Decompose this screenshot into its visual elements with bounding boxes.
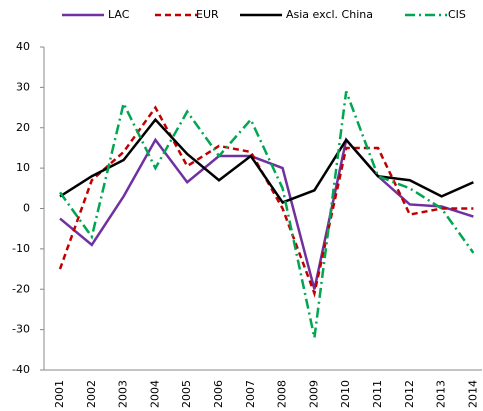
series-line (59, 137, 474, 290)
x-tick-label: 2002 (85, 380, 98, 408)
legend-label: CIS (448, 8, 466, 21)
x-tick-label: 2011 (371, 380, 384, 408)
x-tick-label: 2009 (307, 380, 320, 408)
y-tick-label: 10 (16, 161, 30, 174)
series-line (58, 90, 475, 338)
x-tick-label: 2006 (212, 380, 225, 408)
y-tick-label: -10 (12, 242, 30, 255)
y-tick-label: -20 (12, 282, 30, 295)
x-tick-label: 2003 (117, 380, 130, 408)
x-tick-label: 2014 (466, 380, 479, 408)
x-tick-label: 2007 (244, 380, 257, 408)
y-tick-label: 30 (16, 80, 30, 93)
x-tick-label: 2010 (339, 380, 352, 408)
x-tick-label: 2004 (148, 380, 161, 408)
x-tick-label: 2013 (435, 380, 448, 408)
legend-label: Asia excl. China (286, 8, 373, 21)
y-tick-label: 40 (16, 40, 30, 53)
series-line (59, 117, 474, 204)
y-tick-label: 0 (23, 202, 30, 215)
y-tick-label: -40 (12, 363, 30, 376)
y-tick-label: -30 (12, 323, 30, 336)
x-tick-label: 2012 (403, 380, 416, 408)
y-tick-label: 20 (16, 121, 30, 134)
legend-label: LAC (108, 8, 130, 21)
legend-label: EUR (196, 8, 219, 21)
x-tick-label: 2001 (53, 380, 66, 408)
x-tick-label: 2008 (276, 380, 289, 408)
x-tick-label: 2005 (180, 380, 193, 408)
